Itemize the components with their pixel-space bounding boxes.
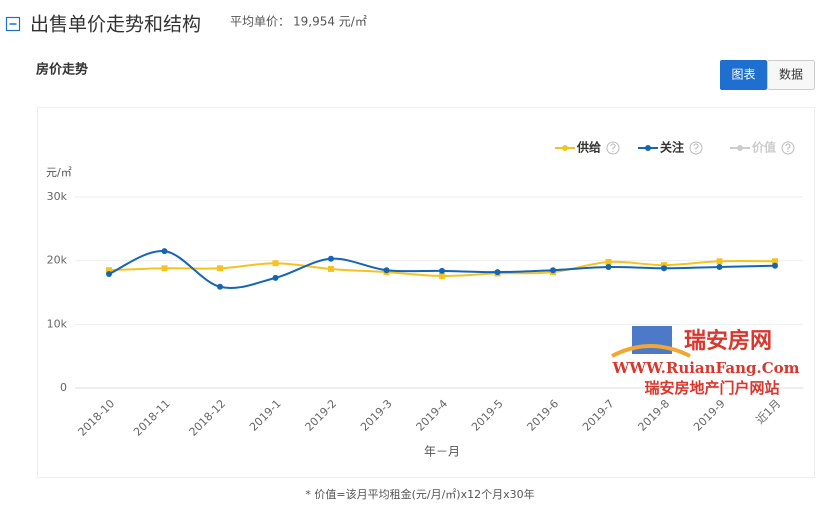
point xyxy=(217,265,223,272)
y-tick-label: 0 xyxy=(60,381,67,394)
point xyxy=(716,258,723,265)
legend-marker xyxy=(737,145,743,151)
point xyxy=(494,269,501,276)
help-icon xyxy=(606,141,620,155)
point xyxy=(439,272,445,279)
footnote: * 价值=该月平均租金(元/月/㎡)x12个月x30年 xyxy=(305,487,534,501)
collapse-icon[interactable] xyxy=(5,16,21,32)
avg-value: 19,954 元/㎡ xyxy=(293,15,367,29)
y-tick-label: 20k xyxy=(47,254,68,267)
point xyxy=(605,264,612,271)
y-tick-label: 10k xyxy=(47,317,68,330)
help-icon xyxy=(781,141,795,155)
point xyxy=(661,265,667,272)
legend-label: 供给 xyxy=(576,140,601,155)
point xyxy=(106,267,112,274)
help-glyph xyxy=(785,143,791,152)
section-title: 房价走势 xyxy=(36,62,88,78)
help-glyph xyxy=(693,143,699,152)
watermark-name: 瑞安房网 xyxy=(684,328,772,354)
help-icon xyxy=(689,141,703,155)
y-unit: 元/㎡ xyxy=(46,166,72,179)
watermark-slogan: 瑞安房地产门户网站 xyxy=(644,379,779,397)
watermark-arc xyxy=(611,344,691,358)
point xyxy=(217,283,223,290)
data-button[interactable] xyxy=(767,60,815,90)
point xyxy=(661,262,667,269)
legend-item[interactable]: 关注 xyxy=(638,140,703,155)
legend-item[interactable]: 价值 xyxy=(730,140,795,155)
watermark-url: WWW.RuianFang.Com xyxy=(611,359,799,377)
x-axis-label: 年－月 xyxy=(424,445,460,459)
legend-label: 关注 xyxy=(660,140,684,155)
legend-label: 价值 xyxy=(752,140,776,155)
legend-item[interactable]: 供给 xyxy=(555,140,620,155)
point xyxy=(772,258,778,265)
y-tick-label: 30k xyxy=(47,190,68,203)
point xyxy=(272,260,279,267)
point xyxy=(772,262,778,269)
help-glyph xyxy=(610,143,616,152)
point xyxy=(439,267,445,274)
point xyxy=(605,258,612,265)
point xyxy=(272,274,279,281)
header-title: 出售单价走势和结构 xyxy=(30,14,201,36)
watermark: 瑞安房网 WWW.RuianFang.Com 瑞安房地产门户网站 xyxy=(611,326,800,397)
legend-marker xyxy=(645,145,651,151)
point xyxy=(328,255,334,262)
chart-button[interactable] xyxy=(720,60,767,90)
watermark-logo xyxy=(632,326,672,354)
chart-panel xyxy=(37,107,815,478)
legend-marker xyxy=(562,145,568,151)
point xyxy=(383,267,390,274)
avg-label: 平均单价： xyxy=(230,15,290,29)
point xyxy=(106,271,112,278)
data-button-label: 数据 xyxy=(779,67,803,82)
point xyxy=(550,267,556,274)
point xyxy=(161,248,168,255)
chart-button-label: 图表 xyxy=(731,68,755,82)
point xyxy=(328,265,334,272)
point xyxy=(161,265,168,272)
point xyxy=(716,264,723,271)
